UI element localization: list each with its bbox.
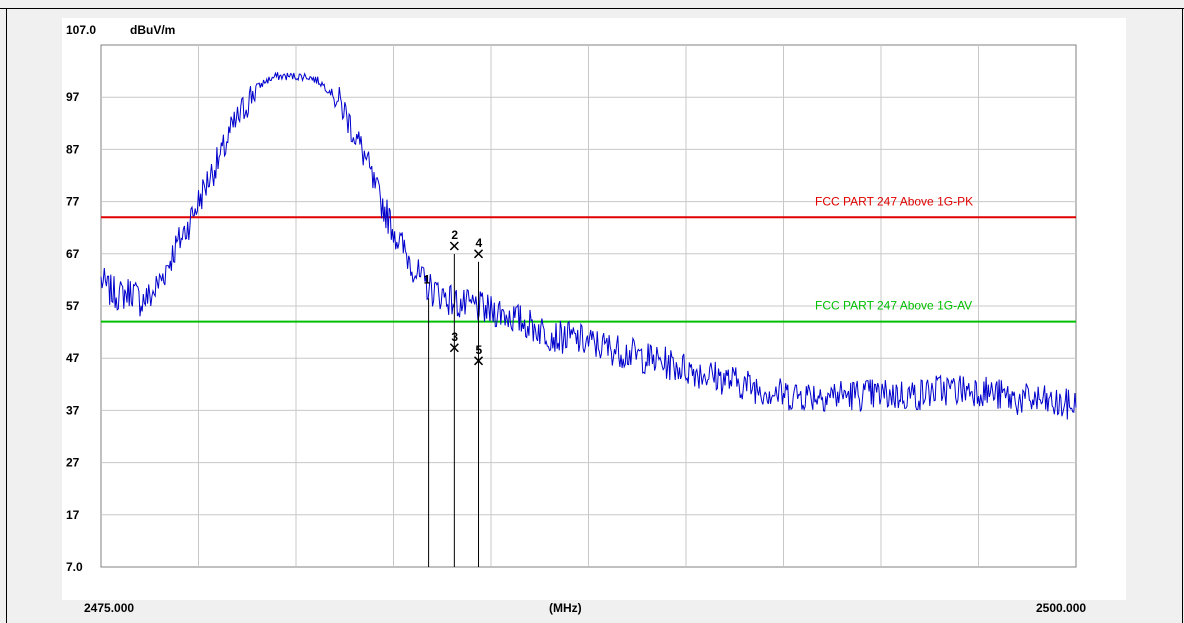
y-tick-label: 37 xyxy=(66,403,80,417)
y-tick-label: 17 xyxy=(66,508,80,522)
y-unit-label: dBuV/m xyxy=(130,23,175,37)
trace-group xyxy=(100,71,1077,420)
y-tick-label: 87 xyxy=(66,142,80,156)
marker-label: 4 xyxy=(476,236,483,250)
marker-label: 5 xyxy=(476,343,483,357)
measurement-trace xyxy=(100,71,1077,420)
x-tick-labels: 2475.000 2500.000 xyxy=(84,601,1086,615)
y-tick-label: 97 xyxy=(66,90,80,104)
marker-cross xyxy=(473,249,484,259)
x-tick-label: 2475.000 xyxy=(84,601,134,615)
x-tick-label: 2500.000 xyxy=(1036,601,1086,615)
y-tick-label: 57 xyxy=(66,299,80,313)
grid xyxy=(100,44,1077,568)
marker-cross xyxy=(449,241,459,251)
marker-label: 2 xyxy=(451,228,458,242)
marker-cross xyxy=(449,343,459,353)
marker-label: 3 xyxy=(451,330,458,344)
y-tick-label: 27 xyxy=(66,456,80,470)
limit-line-label: FCC PART 247 Above 1G-AV xyxy=(815,299,972,313)
marker-cross xyxy=(473,356,484,366)
y-tick-label: 67 xyxy=(66,247,80,261)
marker-label: 1 xyxy=(424,272,431,286)
y-tick-label: 7.0 xyxy=(66,560,83,574)
markers: 1 2 3 4 5 xyxy=(424,228,484,567)
x-unit-label: (MHz) xyxy=(549,601,582,615)
y-tick-labels: 107.0 97 87 77 67 57 47 37 27 17 7.0 xyxy=(66,23,96,574)
y-tick-label: 47 xyxy=(66,351,80,365)
limit-line-label: FCC PART 247 Above 1G-PK xyxy=(815,194,973,208)
y-tick-label: 77 xyxy=(66,195,80,209)
limit-lines: FCC PART 247 Above 1G-PK FCC PART 247 Abo… xyxy=(101,194,1076,323)
y-tick-label: 107.0 xyxy=(66,23,96,37)
